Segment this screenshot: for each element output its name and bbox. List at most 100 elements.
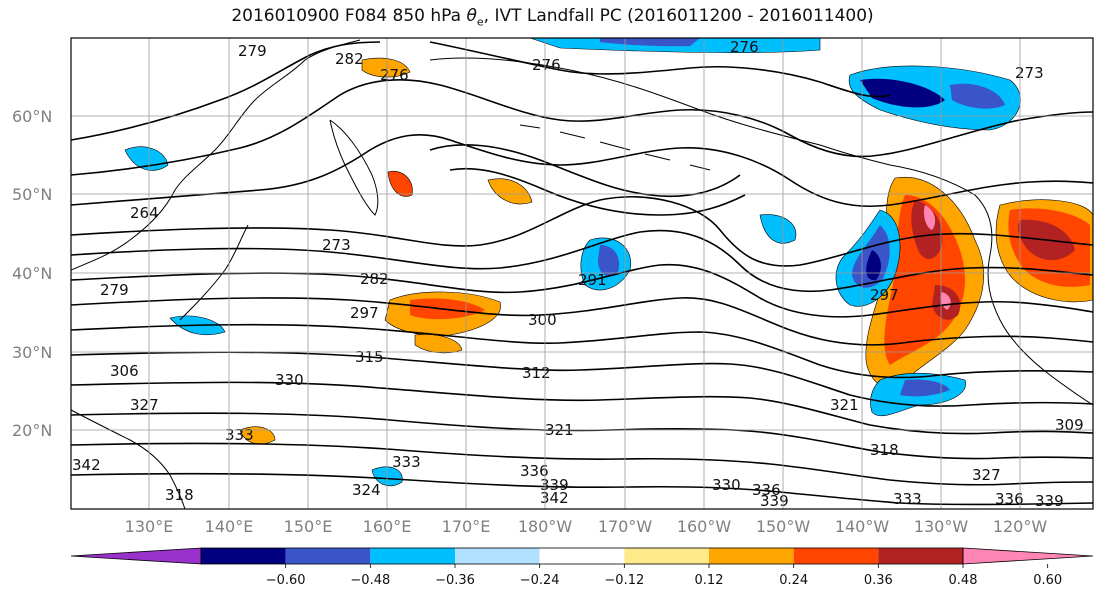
contour-label: 339 [1035,492,1064,510]
contour-label: 300 [528,311,557,329]
contour-line [429,41,891,98]
cold-anomaly-alaska-mid [950,83,1005,109]
contour-label: 306 [110,362,139,380]
lon-label: 160°W [677,517,732,536]
colorbar-tick-label: −0.48 [350,573,390,588]
japan-coastline [179,224,249,321]
graticule [71,38,1093,509]
lon-label: 120°W [993,517,1048,536]
contour-line [71,351,1093,407]
aleutian-islands [519,124,711,171]
contour-label: 342 [540,489,569,507]
contour-label: 321 [830,396,859,414]
contour-label: 291 [578,271,607,289]
contour-label: 336 [520,462,549,480]
colorbar-frame [200,547,964,565]
lat-label: 60°N [12,107,52,126]
colorbar-extend-left [70,547,202,565]
asia-coastline [71,39,361,271]
contour-label: 318 [870,441,899,459]
colorbar-tick-label: 0.36 [864,573,893,588]
contour-label: 327 [130,396,159,414]
contour-label: 330 [275,371,304,389]
longitude-labels: 130°E 140°E 150°E 160°E 170°E 180°W 170°… [125,517,1048,536]
contour-label: 318 [165,486,194,504]
colorbar-segment [793,548,879,564]
colorbar-tick-label: 0.12 [695,573,724,588]
contour-label: 279 [238,42,267,60]
colorbar-segment [624,548,709,564]
contour-label: 336 [995,490,1024,508]
contour-label: 273 [322,236,351,254]
lon-label: 170°E [442,517,491,536]
contour-label: 312 [522,364,551,382]
warm-anomaly-kuril [387,170,413,197]
lon-label: 150°W [756,517,811,536]
contour-label: 276 [730,38,759,56]
colorbar-tick-label: −0.36 [435,573,475,588]
contour-label: 282 [335,50,364,68]
contour-label: 336 [752,481,781,499]
contour-line [71,381,1093,435]
contour-line [449,167,746,216]
contour-label: 276 [380,66,409,84]
contour-label: 333 [392,453,421,471]
contour-line [71,196,1093,267]
colorbar-segment [539,548,625,564]
colorbar-tick-label: −0.24 [520,573,560,588]
contour-label: 333 [893,490,922,508]
contour-label: 333 [225,426,254,444]
map-frame [70,37,1094,510]
latitude-labels: 60°N 50°N 40°N 30°N 20°N [12,107,52,440]
cold-anomaly-midpac-core [598,245,620,276]
lon-label: 180°W [518,517,573,536]
colorbar-tick-label: 0.48 [949,573,978,588]
contour-label: 282 [360,270,389,288]
colorbar-segment [455,548,540,564]
map-title: 2016010900 F084 850 hPa θe, IVT Landfall… [231,6,874,29]
lat-label: 20°N [12,421,52,440]
contour-label: 339 [540,476,569,494]
colorbar-segment [370,548,455,564]
contour-label: 309 [1055,416,1084,434]
colorbar-tick-label: 0.60 [1033,573,1062,588]
lon-label: 150°E [284,517,333,536]
warm-anomaly-max [911,200,943,260]
contour-labels: 279 282 276 276 276 273 264 273 279 282 … [72,38,1084,510]
colorbar-segment [878,548,963,564]
lon-label: 130°W [914,517,969,536]
lat-label: 30°N [12,343,52,362]
contour-line [71,41,381,141]
contour-line [71,134,1093,208]
colorbar-segment [709,548,794,564]
contour-line [71,297,1093,346]
warm-anomaly-core [884,195,965,365]
contour-line [71,263,1093,318]
warm-anomaly-philippine [239,426,276,445]
contour-label: 297 [870,286,899,304]
contour-line [429,144,741,198]
kamchatka-coastline [329,119,379,216]
contour-label: 324 [352,481,381,499]
contour-line [71,442,1093,486]
contour-label: 276 [532,56,561,74]
contour-label: 342 [72,456,101,474]
contour-label: 297 [350,304,379,322]
colorbar-segment [201,548,286,564]
warm-anomaly-peak [923,205,936,230]
lon-label: 160°E [363,517,412,536]
colorbar-segment [285,548,371,564]
contour-label: 339 [760,492,789,510]
lon-label: 130°E [125,517,174,536]
lat-label: 40°N [12,264,52,283]
colorbar-tick-label: 0.24 [779,573,808,588]
north-america-coastline [889,164,1093,406]
lon-label: 140°W [835,517,890,536]
colorbar-extend-right [962,547,1094,565]
lon-label: 140°E [205,517,254,536]
lon-label: 170°W [598,517,653,536]
colorbar: −0.60 −0.48 −0.36 −0.24 −0.12 0.12 0.24 0.36 0.4… [70,547,1094,588]
theta-e-contours [71,41,1093,506]
contour-label: 327 [972,466,1001,484]
